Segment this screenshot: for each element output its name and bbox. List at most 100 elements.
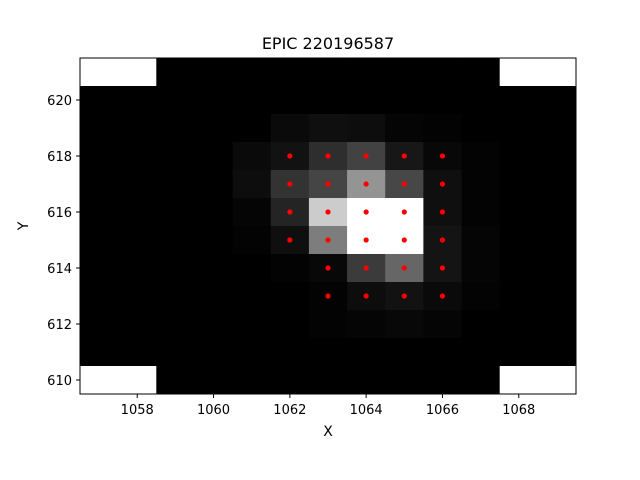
pixel-cell — [156, 366, 195, 395]
pixel-cell — [194, 254, 234, 283]
aperture-point — [363, 237, 369, 243]
aperture-point — [401, 237, 407, 243]
pixel-cell — [385, 114, 424, 143]
pixel-cell — [308, 114, 348, 143]
pixel-cell — [270, 282, 310, 311]
pixel-cell — [156, 254, 195, 283]
pixel-cell — [461, 282, 501, 311]
aperture-point — [363, 293, 369, 299]
aperture-point — [401, 265, 407, 271]
pixel-cell-empty — [118, 58, 157, 87]
pixel-cell — [461, 366, 501, 395]
pixel-cell — [461, 338, 501, 367]
pixel-cell — [80, 226, 119, 255]
pixel-cell — [537, 282, 577, 311]
pixel-cell — [118, 170, 157, 199]
x-axis-label: X — [323, 424, 333, 440]
x-axis: 1058 1060 1062 1064 1066 1068 — [121, 394, 535, 418]
pixel-cell — [118, 310, 157, 339]
pixel-cell — [80, 254, 119, 283]
pixel-cell — [308, 310, 348, 339]
aperture-point — [401, 153, 407, 159]
pixel-cell — [156, 170, 195, 199]
pixel-cell — [232, 282, 272, 311]
pixel-cell — [156, 58, 195, 87]
pixel-cell — [156, 114, 195, 143]
pixel-cell — [537, 86, 577, 115]
aperture-point — [439, 153, 446, 159]
aperture-point — [439, 181, 446, 187]
aperture-point — [363, 153, 369, 159]
pixel-cell — [385, 310, 424, 339]
pixel-cell — [80, 114, 119, 143]
pixel-cell — [461, 254, 501, 283]
pixel-cell — [270, 114, 310, 143]
pixel-cell — [461, 198, 501, 227]
pixel-cell — [156, 142, 195, 171]
pixel-cell — [347, 366, 386, 395]
pixel-cell — [308, 58, 348, 87]
pixel-cell — [499, 198, 539, 227]
pixel-cell — [423, 114, 462, 143]
pixel-cell — [118, 338, 157, 367]
aperture-point — [363, 181, 369, 187]
pixel-cell — [537, 198, 577, 227]
pixel-cell — [270, 86, 310, 115]
pixel-cell — [80, 198, 119, 227]
x-tick-label: 1058 — [121, 403, 154, 418]
pixel-cell — [347, 310, 386, 339]
pixel-cell — [499, 170, 539, 199]
x-tick-label: 1068 — [502, 403, 535, 418]
pixel-cell — [118, 226, 157, 255]
pixel-cell — [499, 226, 539, 255]
pixel-cell — [499, 142, 539, 171]
aperture-point — [401, 181, 407, 187]
pixel-cell — [194, 338, 234, 367]
pixel-cell — [270, 254, 310, 283]
pixel-cell — [347, 86, 386, 115]
pixel-cell — [232, 114, 272, 143]
aperture-point — [363, 265, 369, 271]
pixel-cell — [308, 366, 348, 395]
aperture-point — [287, 209, 293, 215]
pixel-cell — [232, 366, 272, 395]
plot-area — [79, 57, 577, 395]
pixel-cell — [461, 226, 501, 255]
pixel-cell — [118, 142, 157, 171]
pixel-cell-empty — [80, 58, 119, 87]
pixel-cell — [80, 170, 119, 199]
pixel-grid — [80, 58, 577, 395]
pixel-cell — [80, 310, 119, 339]
pixel-cell — [118, 86, 157, 115]
pixel-cell — [156, 282, 195, 311]
pixel-cell — [537, 170, 577, 199]
pixel-cell-empty — [537, 366, 577, 395]
pixel-cell — [423, 58, 462, 87]
pixel-cell-empty — [80, 366, 119, 395]
pixel-cell — [347, 338, 386, 367]
pixel-cell — [118, 282, 157, 311]
pixel-cell — [232, 170, 272, 199]
pixel-cell — [270, 366, 310, 395]
pixel-cell — [80, 338, 119, 367]
aperture-point — [401, 293, 407, 299]
pixel-cell — [80, 282, 119, 311]
aperture-point — [439, 265, 446, 271]
pixel-cell — [461, 310, 501, 339]
pixel-cell — [232, 310, 272, 339]
pixel-cell — [385, 338, 424, 367]
pixel-cell — [156, 310, 195, 339]
pixel-cell — [194, 198, 234, 227]
y-tick-label: 612 — [47, 318, 72, 333]
pixel-cell-empty — [118, 366, 157, 395]
pixel-cell — [308, 338, 348, 367]
aperture-point — [325, 153, 331, 159]
pixel-cell-empty — [499, 366, 539, 395]
pixel-cell — [118, 254, 157, 283]
pixel-cell — [537, 226, 577, 255]
y-axis-label: Y — [16, 221, 32, 231]
aperture-point — [325, 209, 331, 215]
pixel-cell-empty — [499, 58, 539, 87]
pixel-cell — [461, 170, 501, 199]
